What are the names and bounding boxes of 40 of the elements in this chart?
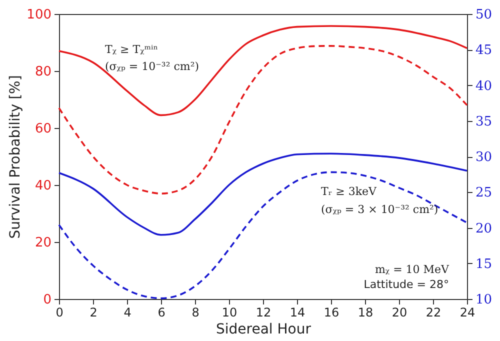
y2-tick-label: 30: [476, 150, 492, 165]
annotation: Lattitude = 28°: [364, 278, 449, 291]
line-series: [58, 152, 468, 236]
y2-tick-label: 45: [476, 43, 492, 58]
x-tick-label: 16: [324, 306, 340, 320]
x-tick-label: 0: [56, 306, 64, 320]
annotation: Tᵣ ≥ 3keV: [321, 185, 378, 198]
y2-tick-label: 15: [476, 256, 492, 272]
y2-tick-label: 25: [476, 186, 492, 201]
annotation: (σᵪₚ = 10⁻³² cm²): [105, 60, 200, 73]
x-tick-label: 18: [358, 306, 374, 320]
y-axis-title: Survival Probability [%]: [8, 75, 24, 239]
x-axis-title: Sidereal Hour: [216, 322, 312, 338]
x-tick-label: 8: [192, 306, 200, 320]
x-tick-label: 6: [158, 306, 166, 320]
y2-tick-label: 35: [476, 114, 492, 130]
y-tick-label: 40: [34, 178, 52, 194]
x-tick-label: 24: [460, 306, 476, 320]
x-tick-label: 4: [124, 306, 132, 320]
x-tick-label: 2: [90, 306, 98, 320]
x-tick-label: 22: [426, 306, 442, 320]
x-tick-label: 12: [256, 306, 272, 320]
y2-tick-label: 10: [476, 292, 492, 308]
y-tick-label: 100: [26, 8, 52, 22]
x-tick-label: 10: [222, 306, 238, 320]
y2-tick-label: 20: [476, 221, 492, 236]
y2-tick-label: 40: [476, 78, 492, 94]
y-tick-label: 80: [34, 64, 52, 80]
line-series: [58, 25, 468, 116]
y-tick-label: 0: [43, 292, 52, 308]
annotation: Tᵪ ≥ Tᵪᵐⁱⁿ: [105, 43, 158, 56]
y-tick-label: 60: [34, 122, 52, 136]
line-series: [58, 171, 468, 300]
line-series: [58, 45, 468, 194]
y2-tick-label: 50: [476, 8, 492, 22]
y-tick-label: 20: [34, 236, 52, 250]
annotation: mᵪ = 10 MeV: [374, 263, 450, 276]
x-tick-label: 20: [392, 306, 408, 320]
annotation: (σᵪₚ = 3 × 10⁻³² cm²): [321, 203, 438, 216]
x-tick-label: 14: [290, 306, 306, 320]
